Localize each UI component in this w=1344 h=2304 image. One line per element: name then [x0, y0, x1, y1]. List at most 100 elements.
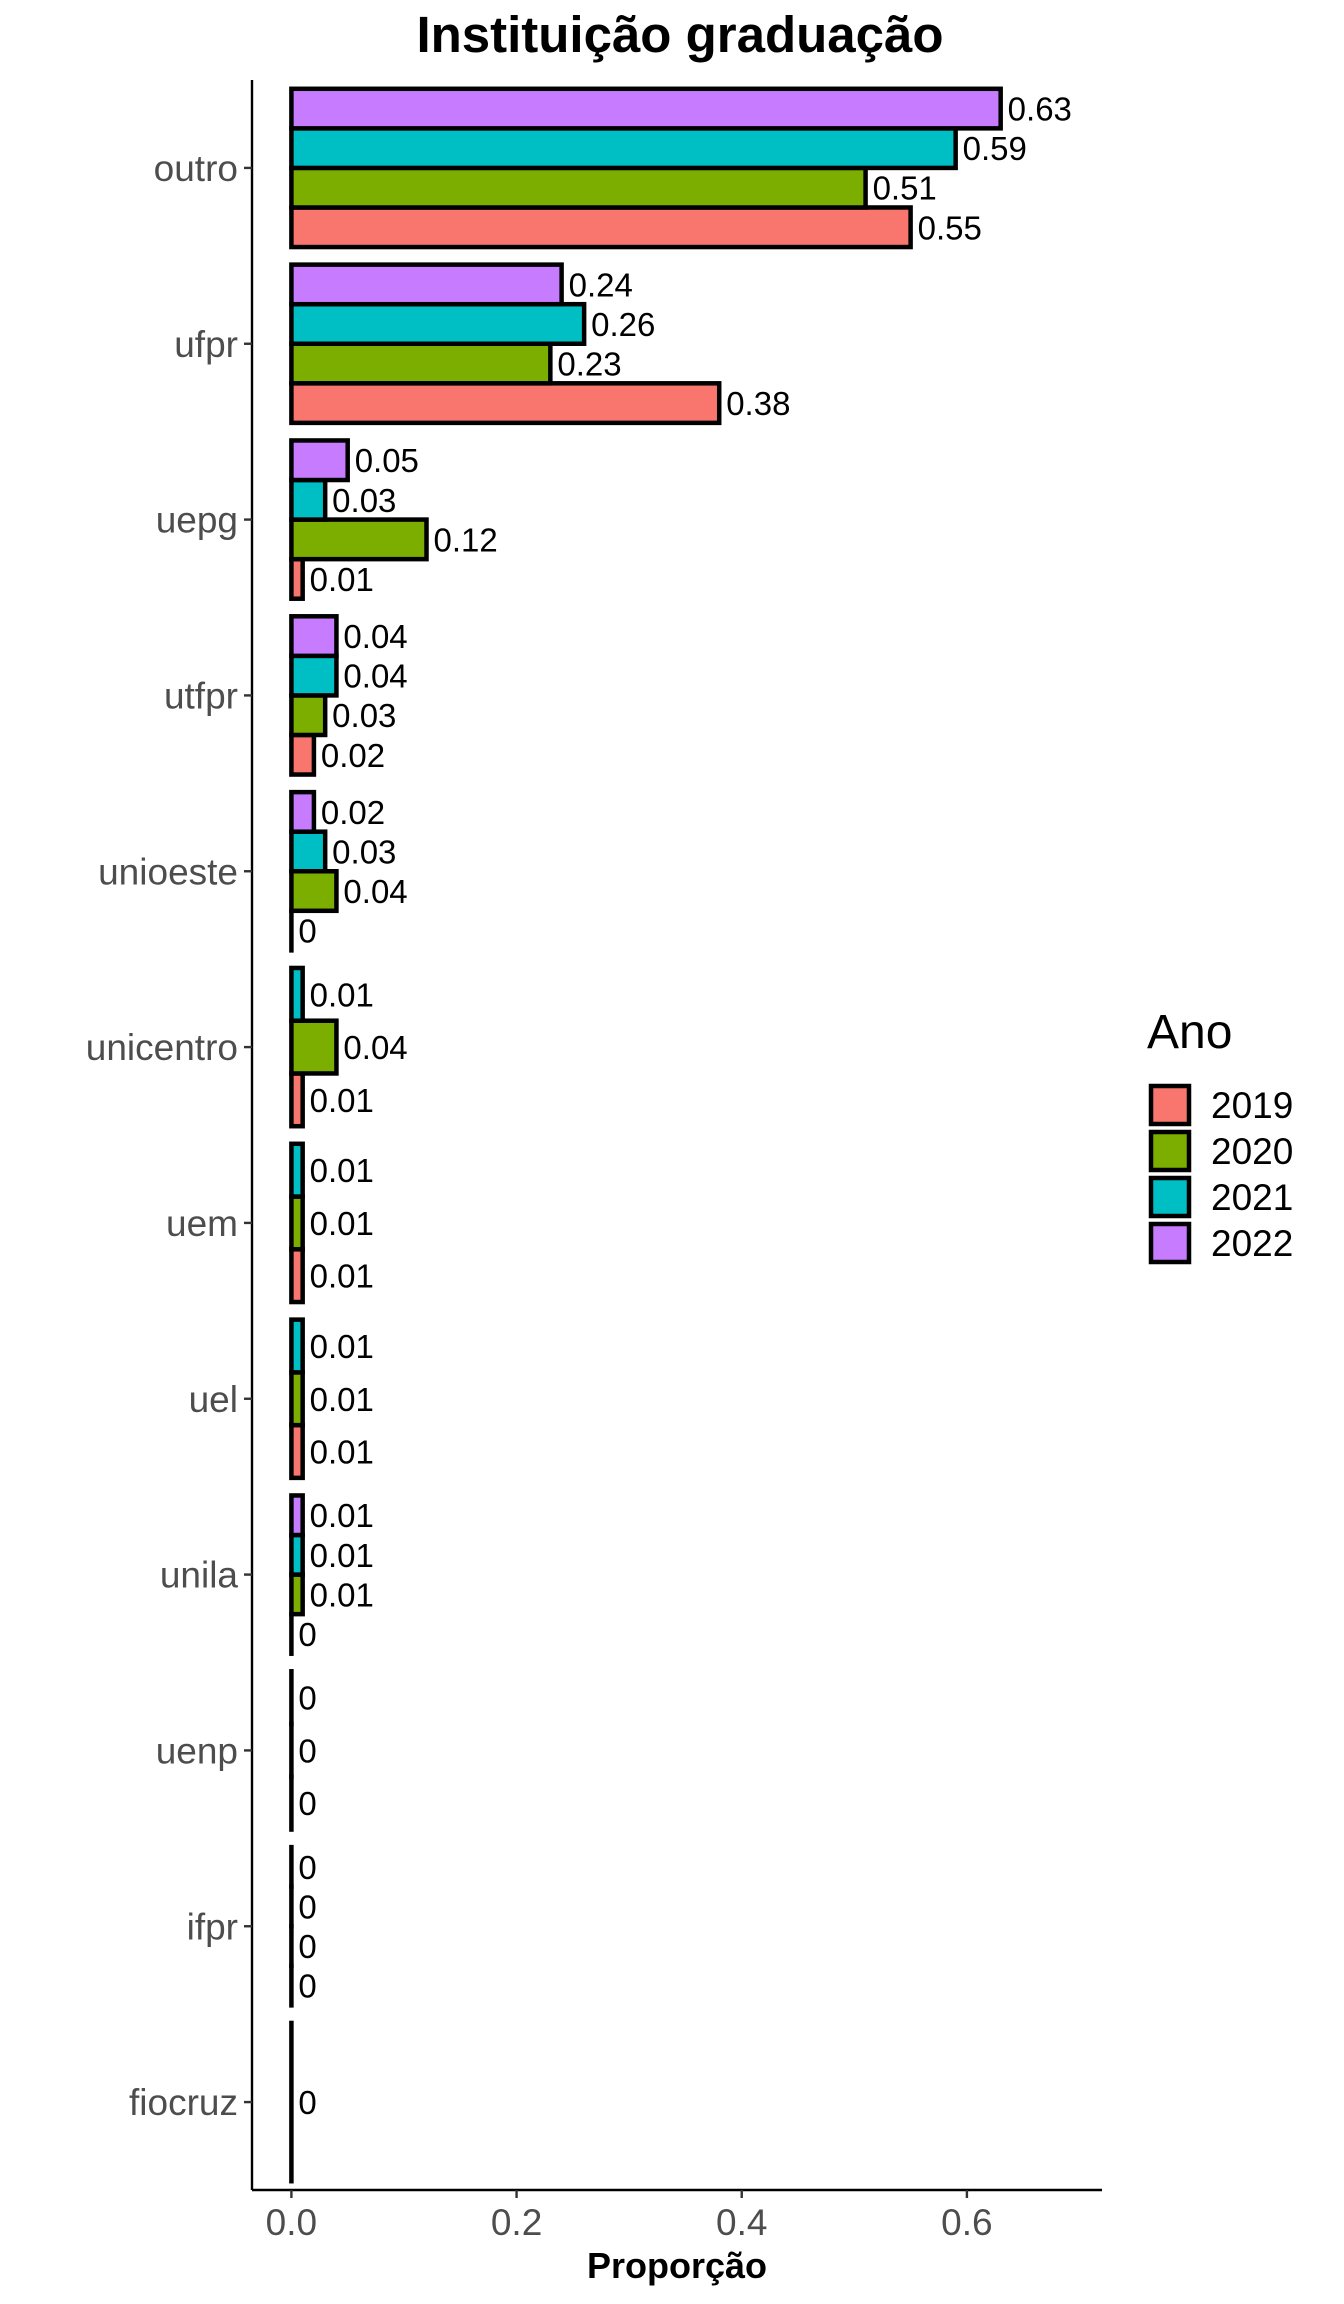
- y-tick-label-unioeste: unioeste: [98, 851, 238, 892]
- bar-unila-2021: [289, 1532, 305, 1577]
- x-axis-ticks: 0.0 0.2 0.4 0.6: [266, 2190, 993, 2243]
- data-label-ufpr-2019: 0.38: [726, 385, 790, 422]
- legend-key-2022: [1148, 1221, 1192, 1265]
- bar-unicentro-2021: [289, 965, 305, 1023]
- data-label-uepg-2019: 0.01: [310, 561, 374, 598]
- data-label-unicentro-2020: 0.04: [343, 1029, 407, 1066]
- x-tick-label-2: 0.4: [716, 2202, 767, 2243]
- y-tick-label-uepg: uepg: [156, 500, 238, 541]
- data-label-utfpr-2019: 0.02: [321, 737, 385, 774]
- data-label-uepg-2022: 0.05: [355, 442, 419, 479]
- y-axis-ticks: outro ufpr uepg utfpr unioeste unicentro uem ue…: [86, 148, 252, 2123]
- data-label-ifpr-2021: 0: [298, 1888, 316, 1925]
- data-label-unila-2020: 0.01: [310, 1576, 374, 1613]
- bar-unicentro-2020: [289, 1018, 339, 1076]
- bar-ufpr-2022: [289, 262, 564, 307]
- data-label-uenp-2021: 0: [298, 1680, 316, 1717]
- data-label-uel-2019: 0.01: [310, 1434, 374, 1471]
- y-tick-label-unicentro: unicentro: [86, 1027, 238, 1068]
- data-label-ufpr-2020: 0.23: [557, 346, 621, 383]
- data-label-ifpr-2020: 0: [298, 1928, 316, 1965]
- y-tick-label-unila: unila: [160, 1555, 239, 1596]
- legend-title: Ano: [1147, 1006, 1232, 1059]
- data-label-uel-2021: 0.01: [310, 1328, 374, 1365]
- bar-uepg-2019: [289, 556, 305, 601]
- bar-outro-2021: [289, 126, 958, 171]
- data-label-uepg-2020: 0.12: [434, 521, 498, 558]
- data-label-utfpr-2022: 0.04: [343, 618, 407, 655]
- legend-label-2022: 2022: [1211, 1223, 1293, 1264]
- bar-outro-2022: [289, 86, 1003, 131]
- bar-uem-2021: [289, 1141, 305, 1199]
- y-tick-label-ufpr: ufpr: [174, 324, 238, 365]
- data-label-unioeste-2021: 0.03: [332, 833, 396, 870]
- data-label-unioeste-2022: 0.02: [321, 794, 385, 831]
- bar-utfpr-2022: [289, 614, 339, 659]
- bar-ufpr-2019: [289, 381, 722, 426]
- chart-title: Instituição graduação: [416, 6, 943, 63]
- data-label-utfpr-2020: 0.03: [332, 697, 396, 734]
- y-tick-label-uem: uem: [166, 1203, 238, 1244]
- bar-outro-2019: [289, 205, 913, 250]
- y-tick-label-uel: uel: [189, 1379, 238, 1420]
- bar-unila-2020: [289, 1572, 305, 1617]
- legend-label-2020: 2020: [1211, 1131, 1293, 1172]
- data-label-unioeste-2020: 0.04: [343, 873, 407, 910]
- bar-utfpr-2021: [289, 653, 339, 698]
- data-label-unicentro-2019: 0.01: [310, 1082, 374, 1119]
- bar-uel-2021: [289, 1317, 305, 1375]
- plot-area: 0.550.51 0.590.63 0.38 0.230.260.24 0.01 0.12…: [289, 86, 1072, 2184]
- data-label-unioeste-2019: 0: [298, 913, 316, 950]
- bar-unioeste-2022: [289, 789, 317, 834]
- legend-key-2019: [1148, 1083, 1192, 1127]
- bar-unila-2022: [289, 1493, 305, 1538]
- data-label-utfpr-2021: 0.04: [343, 658, 407, 695]
- bar-ufpr-2020: [289, 341, 553, 386]
- data-label-uem-2020: 0.01: [310, 1205, 374, 1242]
- legend: Ano 2019 2020 2021 2022: [1147, 1006, 1293, 1265]
- legend-label-2019: 2019: [1211, 1085, 1293, 1126]
- data-label-uem-2021: 0.01: [310, 1152, 374, 1189]
- x-tick-label-0: 0.0: [266, 2202, 317, 2243]
- data-label-unila-2022: 0.01: [310, 1497, 374, 1534]
- bar-unicentro-2019: [289, 1071, 305, 1129]
- data-label-ufpr-2022: 0.24: [569, 266, 633, 303]
- data-label-ufpr-2021: 0.26: [591, 306, 655, 343]
- data-label-unicentro-2021: 0.01: [310, 976, 374, 1013]
- legend-label-2021: 2021: [1211, 1177, 1293, 1218]
- y-tick-label-ifpr: ifpr: [187, 1906, 238, 1947]
- y-tick-label-utfpr: utfpr: [164, 675, 238, 716]
- bar-unioeste-2020: [289, 869, 339, 914]
- data-label-uenp-2019: 0: [298, 1785, 316, 1822]
- data-label-uenp-2020: 0: [298, 1732, 316, 1769]
- bar-utfpr-2020: [289, 693, 328, 738]
- bar-ufpr-2021: [289, 301, 587, 346]
- data-label-unila-2021: 0.01: [310, 1537, 374, 1574]
- x-axis-label: Proporção: [587, 2245, 767, 2286]
- y-tick-label-outro: outro: [154, 148, 238, 189]
- bar-utfpr-2019: [289, 732, 317, 777]
- y-tick-label-fiocruz: fiocruz: [129, 2082, 238, 2123]
- bar-uepg-2022: [289, 438, 350, 483]
- y-tick-label-uenp: uenp: [156, 1730, 238, 1771]
- bar-uel-2020: [289, 1370, 305, 1428]
- data-label-ifpr-2019: 0: [298, 1968, 316, 2005]
- legend-key-2020: [1148, 1129, 1192, 1173]
- bar-uem-2019: [289, 1247, 305, 1305]
- bar-uem-2020: [289, 1194, 305, 1252]
- data-label-unila-2019: 0: [298, 1616, 316, 1653]
- legend-key-2021: [1148, 1175, 1192, 1219]
- bar-uel-2019: [289, 1422, 305, 1481]
- x-tick-label-3: 0.6: [941, 2202, 992, 2243]
- bar-outro-2020: [289, 165, 868, 210]
- data-label-uel-2020: 0.01: [310, 1381, 374, 1418]
- bar-uepg-2020: [289, 517, 429, 562]
- data-label-uepg-2021: 0.03: [332, 482, 396, 519]
- data-label-outro-2022: 0.63: [1008, 91, 1072, 128]
- bar-unioeste-2021: [289, 829, 328, 874]
- x-tick-label-1: 0.2: [491, 2202, 542, 2243]
- data-label-outro-2020: 0.51: [873, 170, 937, 207]
- bar-uepg-2021: [289, 477, 328, 522]
- data-label-outro-2019: 0.55: [918, 209, 982, 246]
